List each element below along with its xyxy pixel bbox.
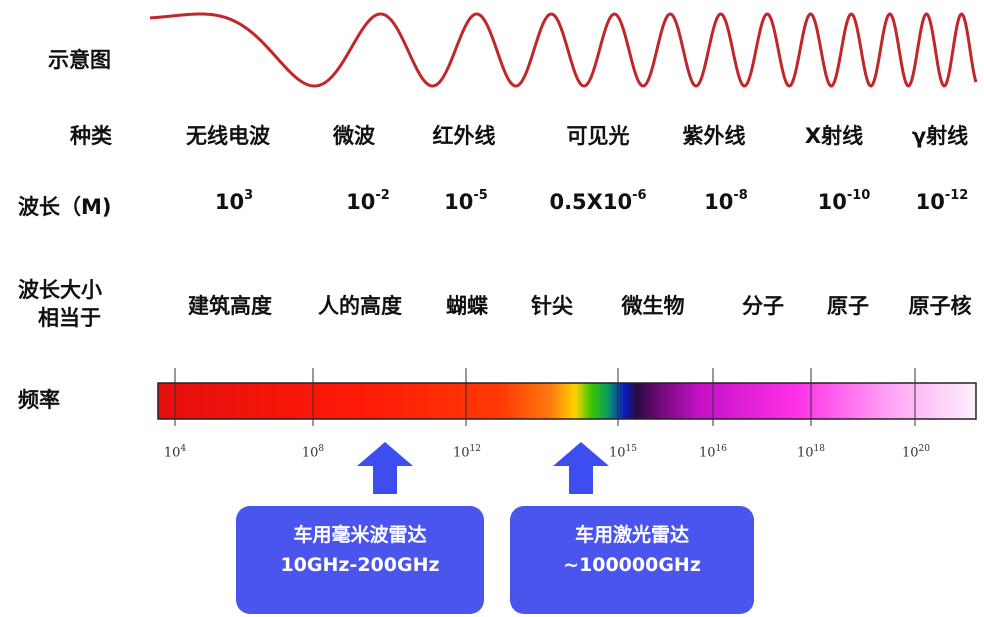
spectrum-gradient: [157, 382, 977, 420]
wavelength-gamma: 10-12: [915, 188, 969, 214]
wavelength-ultraviolet: 10-8: [704, 188, 748, 214]
row-label-wavelength: 波长（M): [18, 195, 112, 219]
freq-label-1e20: 1020: [902, 444, 930, 461]
freq-label-1e15: 1015: [609, 444, 637, 461]
type-xray: X射线: [804, 124, 864, 148]
row-label-type: 种类: [70, 124, 112, 148]
freq-label-1e8: 108: [301, 444, 325, 461]
callout-mmwave-title: 车用毫米波雷达: [293, 524, 427, 546]
type-visible: 可见光: [566, 124, 630, 148]
equiv-nucleus: 原子核: [908, 294, 972, 318]
equiv-microbe: 微生物: [621, 294, 685, 318]
type-ultraviolet: 紫外线: [682, 124, 746, 148]
row-label-size-line2: 相当于: [38, 306, 101, 330]
type-infrared: 红外线: [432, 124, 496, 148]
wavelength-xray: 10-10: [817, 188, 871, 214]
wave-line: [150, 12, 978, 88]
wavelength-infrared: 10-5: [444, 188, 488, 214]
type-gamma: γ射线: [911, 124, 969, 148]
equiv-building: 建筑高度: [188, 294, 272, 318]
callout-lidar-title: 车用激光雷达: [574, 524, 689, 546]
equiv-atom: 原子: [827, 294, 869, 318]
equiv-molecule: 分子: [742, 294, 784, 318]
callout-lidar-range: ~100000GHz: [563, 554, 701, 576]
wavelength-visible: 0.5X10-6: [549, 188, 647, 214]
callout-mmwave-range: 10GHz-200GHz: [280, 554, 440, 576]
arrow-up-icon: [553, 442, 609, 494]
equiv-needle-tip: 针尖: [531, 294, 573, 318]
arrow-up-icon: [357, 442, 413, 494]
equiv-human: 人的高度: [318, 294, 402, 318]
freq-label-1e16: 1016: [699, 444, 727, 461]
type-radio: 无线电波: [186, 124, 270, 148]
wave-diagram: [150, 12, 978, 88]
freq-label-1e12: 1012: [453, 444, 481, 461]
spectrum-bar: [157, 368, 977, 426]
freq-label-1e18: 1018: [797, 444, 825, 461]
row-label-size-line1: 波长大小: [18, 278, 102, 302]
wavelength-radio: 103: [214, 188, 254, 214]
freq-label-1e4: 104: [163, 444, 187, 461]
equiv-butterfly: 蝴蝶: [446, 294, 488, 318]
type-microwave: 微波: [333, 124, 375, 148]
row-label-diagram: 示意图: [48, 48, 111, 72]
callout-lidar: 车用激光雷达 ~100000GHz: [510, 506, 754, 614]
callout-mmwave-radar: 车用毫米波雷达 10GHz-200GHz: [236, 506, 484, 614]
wavelength-microwave: 10-2: [346, 188, 390, 214]
row-label-frequency: 频率: [18, 388, 60, 412]
